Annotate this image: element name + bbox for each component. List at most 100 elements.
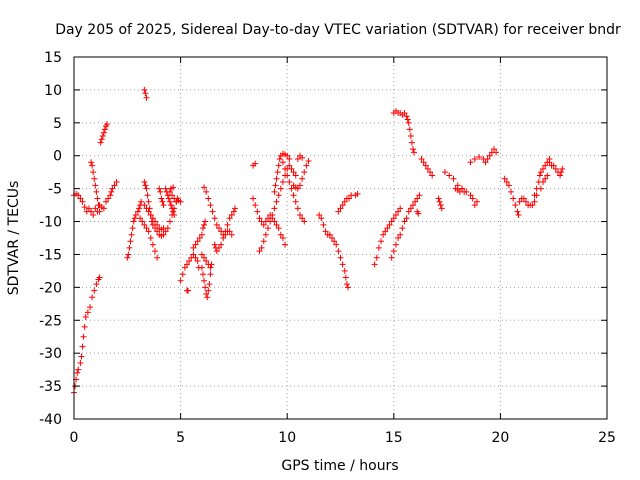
data-point (529, 202, 536, 209)
data-point (145, 228, 152, 235)
data-point (211, 241, 218, 248)
data-point (92, 205, 99, 212)
data-point (105, 195, 112, 202)
data-point (230, 208, 237, 215)
data-point (169, 192, 176, 199)
data-point (220, 235, 227, 241)
data-series-s13 (166, 184, 184, 205)
data-point (256, 215, 263, 222)
data-point (134, 208, 141, 215)
data-point (395, 208, 402, 215)
data-point (222, 228, 229, 235)
data-point (429, 172, 436, 179)
data-point (427, 169, 434, 176)
data-point (100, 129, 107, 136)
data-point (411, 149, 418, 156)
data-point (531, 192, 538, 199)
data-point (202, 284, 209, 291)
data-series-s23 (256, 162, 299, 255)
data-point (201, 184, 208, 191)
data-point (273, 221, 280, 228)
data-point (143, 205, 150, 212)
data-point (95, 202, 102, 209)
data-series-s02 (71, 190, 107, 218)
data-point (339, 202, 346, 209)
data-point (156, 185, 163, 192)
data-point (166, 188, 173, 195)
data-point (209, 208, 216, 215)
x-tick-label: 20 (491, 430, 509, 446)
y-tick-label: -30 (39, 346, 62, 362)
data-point (471, 202, 478, 209)
data-point (88, 208, 95, 215)
data-point (190, 251, 197, 258)
data-point (89, 162, 96, 169)
data-point (516, 198, 523, 205)
data-point (196, 235, 203, 241)
data-series-s10 (141, 202, 167, 233)
data-point (183, 261, 190, 268)
data-point (375, 244, 382, 251)
data-point (450, 175, 457, 182)
data-point (373, 254, 380, 261)
data-series-s27 (316, 211, 351, 291)
y-tick-label: 10 (44, 83, 62, 99)
data-point (420, 159, 427, 166)
data-point (154, 221, 161, 228)
data-series-s41 (537, 172, 551, 192)
data-point (154, 228, 161, 235)
data-series-s19 (201, 184, 235, 238)
data-point (344, 284, 351, 291)
data-point (436, 198, 443, 205)
data-point (137, 215, 144, 222)
data-point (320, 221, 327, 228)
data-point (169, 205, 176, 212)
data-point (537, 169, 544, 176)
data-point (252, 202, 259, 209)
data-point (392, 241, 399, 248)
data-point (258, 244, 265, 251)
data-series-s06 (124, 198, 145, 261)
data-point (157, 188, 164, 195)
data-point (224, 221, 231, 228)
data-point (204, 294, 211, 301)
data-point (282, 241, 289, 248)
data-point (290, 169, 297, 176)
data-point (508, 188, 515, 195)
data-point (397, 205, 404, 212)
data-point (275, 192, 282, 199)
y-tick-label: 0 (53, 149, 62, 165)
data-point (277, 231, 284, 238)
data-point (405, 208, 412, 215)
data-point (78, 353, 85, 360)
data-point (129, 225, 136, 232)
data-point (108, 188, 115, 195)
data-point (446, 172, 453, 179)
data-point (190, 244, 197, 251)
data-point (292, 198, 299, 205)
data-point (286, 156, 293, 163)
data-point (102, 198, 109, 205)
plot-frame (73, 56, 608, 420)
data-point (540, 179, 547, 186)
data-point (88, 159, 95, 166)
data-point (171, 195, 178, 202)
data-point (77, 195, 84, 202)
data-point (514, 208, 521, 215)
data-point (141, 202, 148, 209)
data-point (531, 198, 538, 205)
data-point (186, 258, 193, 265)
data-point (92, 182, 99, 189)
data-point (132, 211, 139, 218)
data-point (395, 235, 402, 241)
data-series-s03 (88, 159, 103, 215)
data-point (271, 205, 278, 212)
data-point (79, 198, 86, 205)
data-point (299, 215, 306, 222)
data-point (275, 225, 282, 232)
data-point (322, 228, 329, 235)
data-point (435, 195, 442, 202)
data-point (226, 215, 233, 222)
data-point (201, 277, 208, 284)
data-point (333, 241, 340, 248)
